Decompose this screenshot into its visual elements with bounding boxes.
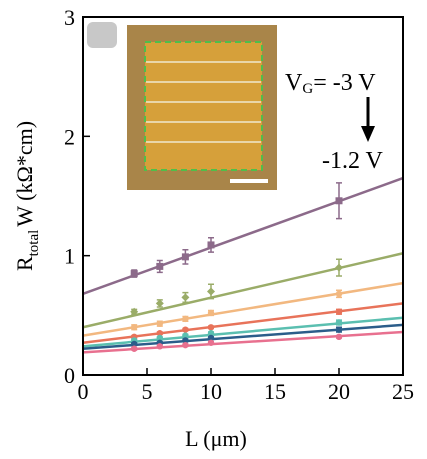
inset-stripes bbox=[146, 61, 261, 143]
marker bbox=[156, 334, 163, 342]
panel-label-mask bbox=[87, 22, 117, 48]
marker bbox=[156, 320, 163, 327]
y-tick-label: 2 bbox=[64, 124, 75, 149]
x-tick-label: 0 bbox=[78, 379, 89, 404]
marker bbox=[182, 341, 189, 349]
marker bbox=[335, 308, 343, 315]
fit-line bbox=[82, 252, 404, 329]
marker bbox=[207, 287, 215, 296]
inset-device bbox=[145, 42, 262, 170]
inset-photo bbox=[127, 25, 277, 190]
marker bbox=[131, 324, 138, 331]
y-tick-label: 3 bbox=[64, 5, 75, 30]
y-label-rest: W (kΩ*cm) bbox=[12, 121, 37, 227]
y-label-r: R bbox=[12, 256, 37, 271]
annotation-top: VG= -3 V bbox=[285, 70, 376, 97]
y-tick-label: 1 bbox=[64, 244, 75, 269]
marker bbox=[335, 333, 343, 341]
x-tick-label: 5 bbox=[142, 379, 153, 404]
x-tick-label: 10 bbox=[200, 379, 222, 404]
y-axis-label: Rtotal W (kΩ*cm) bbox=[12, 121, 42, 271]
marker bbox=[335, 263, 343, 272]
marker bbox=[182, 326, 189, 333]
arrow-head bbox=[361, 126, 375, 142]
inset-outline bbox=[144, 41, 263, 171]
scale-bar bbox=[230, 179, 268, 183]
marker bbox=[156, 343, 163, 350]
marker bbox=[335, 290, 343, 298]
marker bbox=[155, 299, 164, 308]
marker bbox=[130, 307, 139, 316]
plot-frame bbox=[82, 16, 404, 376]
marker bbox=[181, 293, 190, 302]
annotation-v: V bbox=[285, 70, 303, 96]
annotation-bottom: -1.2 V bbox=[322, 148, 384, 174]
x-tick-label: 20 bbox=[328, 379, 350, 404]
marker bbox=[156, 262, 164, 270]
marker bbox=[182, 337, 189, 344]
marker bbox=[131, 345, 138, 352]
marker bbox=[335, 197, 343, 205]
marker bbox=[207, 330, 215, 337]
y-tick-label: 0 bbox=[64, 363, 75, 388]
marker bbox=[130, 270, 138, 278]
marker bbox=[207, 309, 215, 317]
marker bbox=[156, 330, 163, 337]
annotation-sub: G bbox=[302, 81, 313, 97]
marker bbox=[207, 324, 215, 331]
marker bbox=[335, 319, 343, 326]
marker bbox=[131, 340, 138, 348]
x-axis-label: L (μm) bbox=[185, 426, 247, 451]
x-tick-label: 15 bbox=[264, 379, 286, 404]
annotation-rest: = -3 V bbox=[313, 70, 376, 96]
marker bbox=[182, 332, 189, 339]
marker bbox=[182, 315, 189, 323]
marker bbox=[181, 253, 189, 261]
marker bbox=[207, 241, 215, 249]
x-tick-label: 25 bbox=[392, 379, 414, 404]
y-label-sub: total bbox=[26, 230, 42, 257]
marker bbox=[207, 334, 215, 342]
marker bbox=[335, 326, 343, 333]
marker bbox=[207, 339, 215, 346]
